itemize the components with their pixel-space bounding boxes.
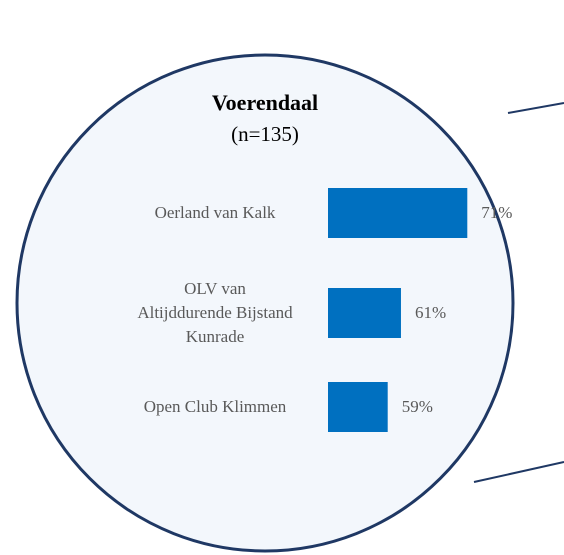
bar	[328, 382, 388, 432]
bar	[328, 188, 468, 238]
chart-title: Voerendaal	[211, 90, 319, 115]
chart-subtitle: (n=135)	[231, 122, 299, 146]
value-label: 61%	[414, 303, 447, 322]
bar	[328, 288, 401, 338]
callout-line	[473, 461, 564, 483]
category-label: OLV van Altijddurende Bijstand Kunrade	[137, 279, 293, 346]
value-label: 59%	[401, 397, 433, 416]
callout-line	[507, 102, 564, 114]
category-label: Open Club Klimmen	[143, 397, 287, 416]
category-label: Oerland van Kalk	[154, 203, 276, 222]
value-label: 71%	[481, 203, 513, 222]
callout-circle	[15, 53, 515, 553]
